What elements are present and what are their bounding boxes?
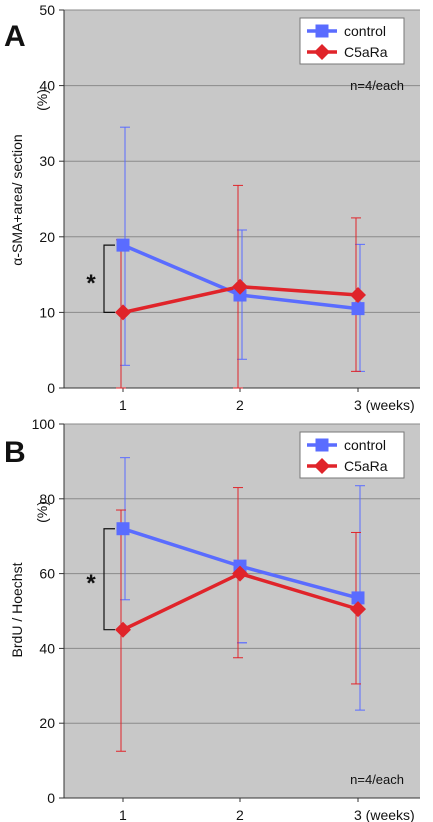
x-tick-label: 3 (weeks) xyxy=(354,807,415,822)
legend-label-control: control xyxy=(344,437,386,453)
significance-star: * xyxy=(86,270,96,297)
y-tick-label: 80 xyxy=(39,491,55,507)
data-point-C5aRa xyxy=(115,621,131,638)
legend-marker-control xyxy=(315,438,329,452)
y-axis-label: α-SMA+area/ section xyxy=(9,134,25,265)
x-tick-label: 1 xyxy=(119,807,127,822)
y-tick-label: 0 xyxy=(47,790,55,806)
data-point-control xyxy=(116,238,130,252)
legend-label-C5aRa: C5aRa xyxy=(344,44,388,60)
y-tick-label: 20 xyxy=(39,715,55,731)
x-tick-label: 3 (weeks) xyxy=(354,397,415,413)
legend-label-control: control xyxy=(344,23,386,39)
panel-B: 0 20 40 60 80 100 1 2 3 (weeks) B BrdU / Hoechst (%… xyxy=(4,416,420,822)
data-point-C5aRa xyxy=(115,304,131,321)
y-tick-label: 20 xyxy=(39,229,55,245)
panel-label: A xyxy=(4,20,26,53)
significance-star: * xyxy=(86,570,96,597)
plot-area xyxy=(64,424,420,798)
legend-label-C5aRa: C5aRa xyxy=(344,458,388,474)
y-tick-label: 40 xyxy=(39,78,55,94)
data-point-C5aRa xyxy=(232,565,248,582)
y-tick-label: 100 xyxy=(32,416,56,432)
significance-bracket xyxy=(103,244,115,313)
sample-size-note: n=4/each xyxy=(350,78,404,93)
sample-size-note: n=4/each xyxy=(350,772,404,787)
legend-marker-control xyxy=(315,24,329,38)
data-point-control xyxy=(351,591,365,605)
y-tick-label: 50 xyxy=(39,2,55,18)
data-point-C5aRa xyxy=(350,601,366,618)
y-tick-label: 0 xyxy=(47,380,55,396)
y-tick-label: 40 xyxy=(39,640,55,656)
y-axis-unit: (%) xyxy=(34,501,50,523)
data-point-control xyxy=(233,288,247,302)
x-tick-label: 2 xyxy=(236,807,244,822)
x-tick-label: 2 xyxy=(236,397,244,413)
data-point-control xyxy=(116,522,130,536)
panel-A: 0 10 20 30 40 50 1 2 3 (weeks) Aα-SMA+area/ secti… xyxy=(4,2,420,413)
data-point-C5aRa xyxy=(232,278,248,295)
y-axis-label: BrdU / Hoechst xyxy=(9,562,25,657)
panel-label: B xyxy=(4,436,26,469)
data-point-C5aRa xyxy=(350,287,366,304)
y-tick-label: 30 xyxy=(39,153,55,169)
legend-marker-C5aRa xyxy=(314,458,330,474)
significance-bracket xyxy=(103,528,115,631)
data-point-control xyxy=(351,302,365,316)
y-axis-unit: (%) xyxy=(34,89,50,111)
x-tick-label: 1 xyxy=(119,397,127,413)
y-tick-label: 60 xyxy=(39,566,55,582)
y-tick-label: 10 xyxy=(39,304,55,320)
legend-marker-C5aRa xyxy=(314,44,330,60)
